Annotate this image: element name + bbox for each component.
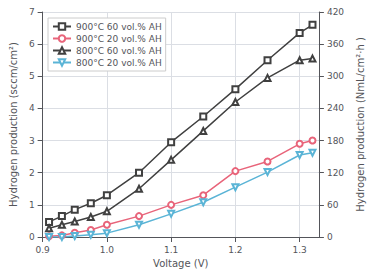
svg-text:1: 1 <box>29 200 35 210</box>
svg-text:4: 4 <box>29 103 35 113</box>
svg-text:3: 3 <box>29 136 35 146</box>
svg-text:60: 60 <box>327 200 339 210</box>
svg-text:900°C 20 vol.% AH: 900°C 20 vol.% AH <box>76 34 162 44</box>
svg-text:6: 6 <box>29 39 35 49</box>
svg-text:0: 0 <box>327 232 333 242</box>
svg-text:1.2: 1.2 <box>228 245 242 255</box>
svg-text:0: 0 <box>29 232 35 242</box>
svg-text:300: 300 <box>327 71 344 81</box>
svg-text:Hydrogen production (sccm/cm²): Hydrogen production (sccm/cm²) <box>8 42 19 207</box>
svg-text:800°C 20 vol.% AH: 800°C 20 vol.% AH <box>76 58 162 68</box>
svg-text:420: 420 <box>327 7 344 17</box>
svg-text:240: 240 <box>327 103 344 113</box>
svg-text:900°C 60 vol.% AH: 900°C 60 vol.% AH <box>76 22 162 32</box>
svg-text:120: 120 <box>327 168 344 178</box>
svg-text:7: 7 <box>29 7 35 17</box>
svg-text:Hydrogen production (NmL/cm²·h: Hydrogen production (NmL/cm²·h ) <box>355 37 366 212</box>
svg-text:0.9: 0.9 <box>35 245 50 255</box>
svg-text:1.3: 1.3 <box>292 245 306 255</box>
svg-text:5: 5 <box>29 71 35 81</box>
svg-text:Voltage (V): Voltage (V) <box>153 258 208 269</box>
svg-text:1.0: 1.0 <box>100 245 115 255</box>
svg-text:1.1: 1.1 <box>164 245 178 255</box>
svg-text:2: 2 <box>29 168 35 178</box>
svg-text:800°C 60 vol.% AH: 800°C 60 vol.% AH <box>76 46 162 56</box>
svg-text:360: 360 <box>327 39 344 49</box>
svg-text:180: 180 <box>327 136 344 146</box>
